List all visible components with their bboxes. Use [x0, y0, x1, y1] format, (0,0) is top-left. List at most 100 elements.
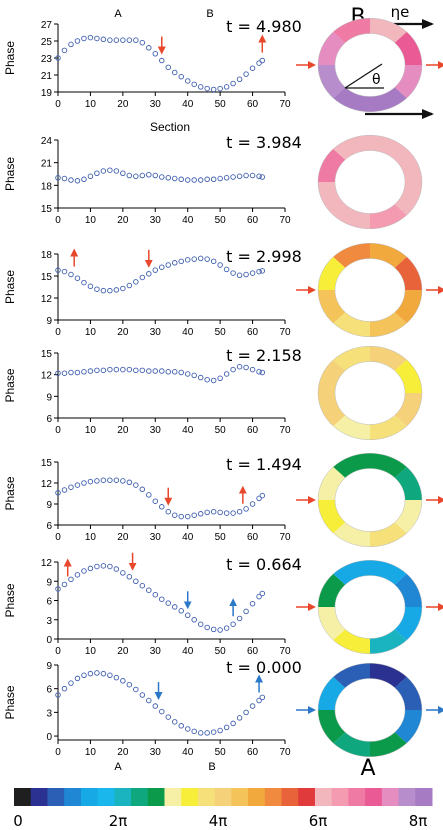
ring-segment: [370, 135, 407, 160]
data-point: [223, 625, 230, 631]
data-point: [152, 591, 159, 598]
data-point: [165, 64, 172, 71]
data-point: [152, 267, 159, 273]
x-tick-label: 10: [85, 327, 97, 338]
data-point: [94, 478, 100, 484]
x-tick-label: 0: [55, 425, 61, 436]
colorbar-cell: [214, 788, 232, 806]
x-tick-label: 70: [279, 532, 291, 543]
data-point: [107, 672, 113, 679]
ring-segment: [394, 182, 422, 216]
data-point: [126, 172, 133, 179]
x-tick-label: 0: [55, 99, 61, 110]
data-point: [217, 262, 223, 268]
panel-5: 0 3 6 9 12 0 10 20 30 40 50 60 70 Phase t = 0.664: [3, 552, 443, 657]
ring-outline: [317, 134, 423, 230]
x-tick-label: 40: [182, 646, 194, 657]
y-tick-label: 15: [41, 458, 53, 469]
x-tick-label: 70: [279, 425, 291, 436]
ring-segment: [318, 65, 346, 99]
data-point: [81, 279, 87, 286]
data-point: [249, 703, 256, 709]
colorbar-cell: [415, 788, 433, 806]
ring-segment: [318, 710, 346, 744]
x-tick-label: 30: [150, 532, 162, 543]
data-point: [61, 581, 68, 588]
ring-outline: [317, 559, 423, 655]
data-point: [243, 71, 249, 77]
data-point: [249, 501, 256, 507]
ring-outline: [317, 242, 423, 338]
y-tick-label: 24: [41, 136, 53, 147]
y-tick-label: 21: [41, 159, 53, 170]
ring-segment: [394, 359, 422, 393]
ring-segment: [318, 256, 346, 290]
colorbar-cell: [248, 788, 266, 806]
data-point: [87, 173, 94, 180]
data-point: [100, 367, 107, 374]
data-point: [68, 177, 74, 183]
data-point: [165, 175, 172, 181]
colorbar-cell: [298, 788, 316, 806]
x-tick-label: 40: [182, 747, 194, 758]
data-point: [133, 279, 139, 285]
data-point: [178, 258, 184, 265]
time-label: t = 2.998: [226, 247, 302, 266]
y-tick-label: 19: [41, 88, 53, 99]
data-point: [120, 170, 126, 176]
data-point: [126, 282, 133, 289]
ring-segment: [394, 607, 422, 641]
data-point: [197, 255, 204, 262]
x-tick-label: 50: [215, 215, 227, 226]
data-point: [171, 604, 178, 610]
data-point: [184, 257, 191, 263]
x-tick-label: 10: [85, 747, 97, 758]
data-point: [152, 703, 159, 709]
x-tick-label: 70: [279, 327, 291, 338]
data-point: [68, 271, 74, 278]
data-point: [139, 39, 146, 46]
data-point: [210, 729, 217, 735]
colorbar-cell: [197, 788, 216, 806]
data-point: [126, 681, 133, 688]
ring-segment: [318, 359, 346, 393]
y-tick-label: 9: [46, 661, 52, 672]
data-point: [236, 363, 243, 370]
ring-segment: [318, 148, 346, 182]
panel-4: 6 9 12 15 0 10 20 30 40 50 60 70 Phase t = 1.494: [3, 452, 443, 548]
data-point: [68, 41, 74, 48]
x-tick-label: 70: [279, 747, 291, 758]
colorbar-cell: [231, 788, 249, 806]
data-point: [152, 172, 159, 179]
data-point: [204, 624, 210, 631]
data-point: [61, 268, 68, 275]
data-point: [81, 369, 87, 375]
data-point: [230, 366, 236, 373]
data-point: [55, 692, 61, 698]
data-point: [165, 262, 172, 268]
data-point: [74, 38, 81, 44]
data-point: [152, 51, 159, 57]
x-tick-label: 50: [215, 646, 227, 657]
data-point: [107, 37, 113, 43]
data-point: [120, 678, 126, 684]
data-point: [197, 84, 204, 90]
x-tick-label: 10: [85, 215, 97, 226]
data-point: [191, 512, 197, 518]
theta-label: θ: [372, 72, 381, 88]
data-point: [133, 173, 139, 180]
data-point: [107, 287, 113, 294]
data-point: [217, 85, 223, 92]
data-point: [249, 366, 256, 373]
data-point: [256, 369, 262, 375]
colorbar-cell: [14, 788, 32, 806]
data-point: [113, 168, 120, 174]
data-point: [152, 498, 159, 504]
data-point: [171, 719, 178, 725]
x-tick-label: 20: [117, 747, 129, 758]
data-point: [259, 590, 266, 597]
colorbar-cell: [264, 788, 283, 806]
data-point: [178, 369, 184, 376]
data-point: [236, 272, 243, 279]
data-point: [61, 175, 68, 182]
